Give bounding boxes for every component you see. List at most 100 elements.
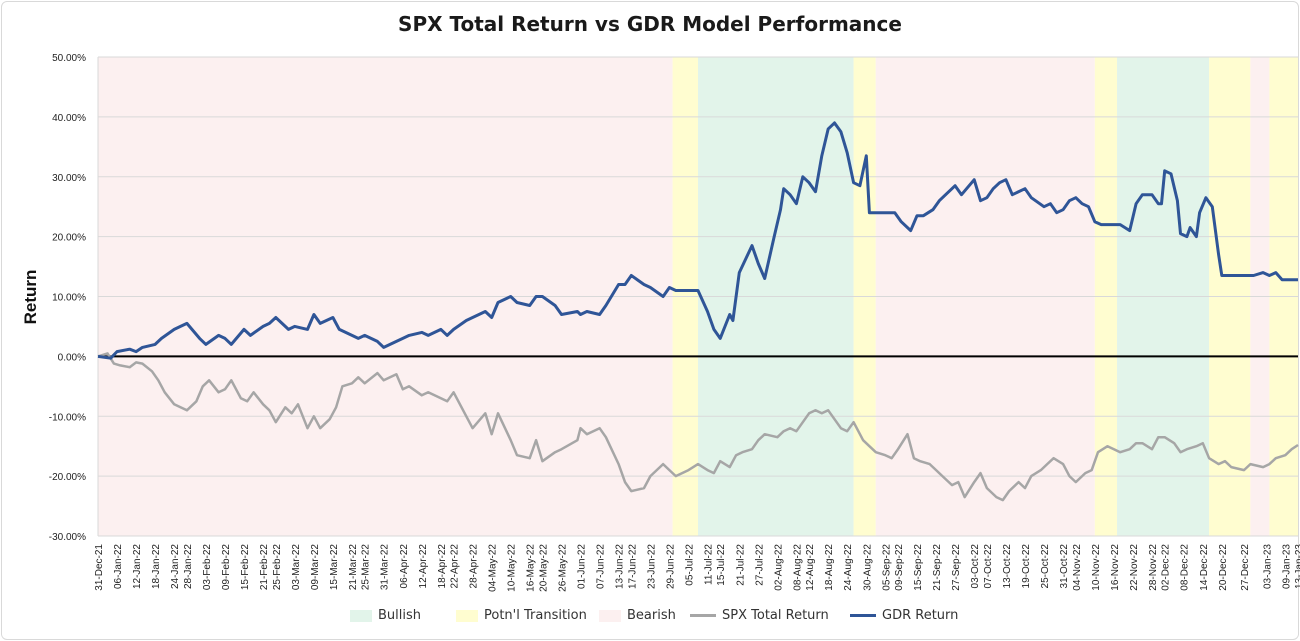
x-tick-label: 08-Aug-22 xyxy=(792,544,803,591)
x-tick-label: 28-Jan-22 xyxy=(183,544,194,589)
x-tick-label: 22-Nov-22 xyxy=(1129,544,1140,591)
x-tick-label: 13-Jan-23 xyxy=(1294,544,1300,589)
x-tick-label: 04-May-22 xyxy=(488,544,499,592)
x-tick-label: 18-Jan-22 xyxy=(151,544,162,589)
legend-label-bullish: Bullish xyxy=(378,608,422,623)
x-tick-label: 06-Jan-22 xyxy=(113,544,124,589)
x-tick-label: 31-Oct-22 xyxy=(1059,544,1070,589)
x-tick-label: 25-Feb-22 xyxy=(272,544,283,591)
legend-swatch-bullish xyxy=(350,609,372,622)
x-tick-label: 07-Oct-22 xyxy=(983,544,994,589)
x-tick-label: 12-Apr-22 xyxy=(418,544,429,589)
x-tick-label: 09-Jan-23 xyxy=(1281,544,1292,589)
x-tick-label: 25-Oct-22 xyxy=(1040,544,1051,589)
x-tick-label: 18-Aug-22 xyxy=(824,544,835,591)
x-tick-label: 13-Jun-22 xyxy=(615,544,626,589)
x-tick-label: 12-Aug-22 xyxy=(805,544,816,591)
x-tick-label: 24-Jan-22 xyxy=(170,544,181,589)
x-tick-label: 08-Dec-22 xyxy=(1180,544,1191,591)
x-tick-label: 02-Dec-22 xyxy=(1161,544,1172,591)
x-tick-label: 30-Aug-22 xyxy=(862,544,873,591)
x-tick-label: 21-Sep-22 xyxy=(932,544,943,591)
x-tick-label: 05-Sep-22 xyxy=(881,544,892,591)
legend-label-transition: Potn'l Transition xyxy=(484,608,587,623)
x-tick-label: 27-Sep-22 xyxy=(951,544,962,591)
x-tick-label: 12-Jan-22 xyxy=(132,544,143,589)
x-tick-label: 01-Jun-22 xyxy=(577,544,588,589)
y-axis-label: Return xyxy=(21,270,40,325)
x-tick-label: 24-Aug-22 xyxy=(843,544,854,591)
legend-item-spx: SPX Total Return xyxy=(690,608,829,623)
legend: Bullish Potn'l Transition Bearish SPX To… xyxy=(0,608,1300,628)
x-tick-label: 16-Nov-22 xyxy=(1110,544,1121,591)
x-tick-label: 26-May-22 xyxy=(557,544,568,592)
y-tick-label: 0.00% xyxy=(58,352,86,363)
x-tick-label: 09-Sep-22 xyxy=(894,544,905,591)
x-tick-label: 31-Mar-22 xyxy=(380,544,391,591)
x-tick-label: 03-Mar-22 xyxy=(291,544,302,591)
x-tick-label: 31-Dec-21 xyxy=(94,544,105,591)
x-tick-label: 25-Mar-22 xyxy=(361,544,372,591)
legend-item-transition: Potn'l Transition xyxy=(456,608,587,623)
x-tick-label: 15-Feb-22 xyxy=(240,544,251,591)
legend-item-bullish: Bullish xyxy=(350,608,421,623)
x-tick-label: 15-Jul-22 xyxy=(716,544,727,586)
x-tick-label: 15-Sep-22 xyxy=(913,544,924,591)
x-tick-label: 20-Dec-22 xyxy=(1218,544,1229,591)
legend-swatch-transition xyxy=(456,609,478,622)
x-tick-label: 04-Nov-22 xyxy=(1072,544,1083,591)
y-tick-label: -10.00% xyxy=(49,412,86,423)
legend-line-gdr xyxy=(850,614,876,617)
y-tick-label: 30.00% xyxy=(52,173,86,184)
x-tick-label: 14-Dec-22 xyxy=(1199,544,1210,591)
series-line-spx-total-return xyxy=(97,352,1299,502)
x-tick-label: 22-Apr-22 xyxy=(450,544,461,589)
gridlines xyxy=(97,56,1298,537)
x-tick-label: 03-Jan-23 xyxy=(1262,544,1273,589)
y-tick-label: -20.00% xyxy=(49,472,86,483)
x-tick-label: 21-Mar-22 xyxy=(348,544,359,591)
x-tick-label: 28-Nov-22 xyxy=(1148,544,1159,591)
x-tick-label: 19-Oct-22 xyxy=(1021,544,1032,589)
x-axis-ticks: 31-Dec-21 06-Jan-22 12-Jan-22 18-Jan-22 24-J… xyxy=(94,544,1300,592)
x-tick-label: 13-Oct-22 xyxy=(1002,544,1013,589)
chart-title: SPX Total Return vs GDR Model Performanc… xyxy=(398,12,902,36)
legend-item-bearish: Bearish xyxy=(599,608,676,623)
x-tick-label: 11-Jul-22 xyxy=(704,544,715,585)
y-tick-label: 50.00% xyxy=(52,53,86,64)
legend-item-gdr: GDR Return xyxy=(850,608,958,623)
x-tick-label: 07-Jun-22 xyxy=(596,544,607,589)
legend-label-spx: SPX Total Return xyxy=(722,608,829,623)
x-tick-label: 03-Oct-22 xyxy=(970,544,981,589)
x-tick-label: 03-Feb-22 xyxy=(202,544,213,591)
x-tick-label: 29-Jun-22 xyxy=(665,544,676,589)
legend-label-bearish: Bearish xyxy=(627,608,676,623)
x-tick-label: 09-Mar-22 xyxy=(310,544,321,591)
legend-line-spx xyxy=(690,614,716,617)
y-tick-label: 10.00% xyxy=(52,293,86,304)
series-lines xyxy=(97,121,1299,502)
x-tick-label: 05-Jul-22 xyxy=(684,544,695,586)
x-tick-label: 18-Apr-22 xyxy=(437,544,448,589)
x-tick-label: 10-May-22 xyxy=(507,544,518,592)
x-tick-label: 16-May-22 xyxy=(526,544,537,592)
series-line-gdr-return xyxy=(97,121,1298,360)
x-tick-label: 10-Nov-22 xyxy=(1091,544,1102,591)
x-tick-label: 28-Apr-22 xyxy=(469,544,480,589)
x-tick-label: 27-Jul-22 xyxy=(754,544,765,586)
y-tick-label: -30.00% xyxy=(49,532,86,543)
x-tick-label: 20-May-22 xyxy=(538,544,549,592)
x-tick-label: 02-Aug-22 xyxy=(773,544,784,591)
y-tick-label: 20.00% xyxy=(52,233,86,244)
y-axis-ticks: 50.00% 40.00% 30.00% 20.00% 10.00% 0.00% -10.0… xyxy=(49,53,86,543)
x-tick-label: 17-Jun-22 xyxy=(627,544,638,589)
x-tick-label: 15-Mar-22 xyxy=(329,544,340,591)
x-tick-label: 09-Feb-22 xyxy=(221,544,232,591)
x-tick-label: 06-Apr-22 xyxy=(399,544,410,589)
legend-swatch-bearish xyxy=(599,609,621,622)
y-tick-label: 40.00% xyxy=(52,113,86,124)
x-tick-label: 21-Feb-22 xyxy=(259,544,270,591)
x-tick-label: 23-Jun-22 xyxy=(646,544,657,589)
x-tick-label: 21-Jul-22 xyxy=(735,544,746,586)
